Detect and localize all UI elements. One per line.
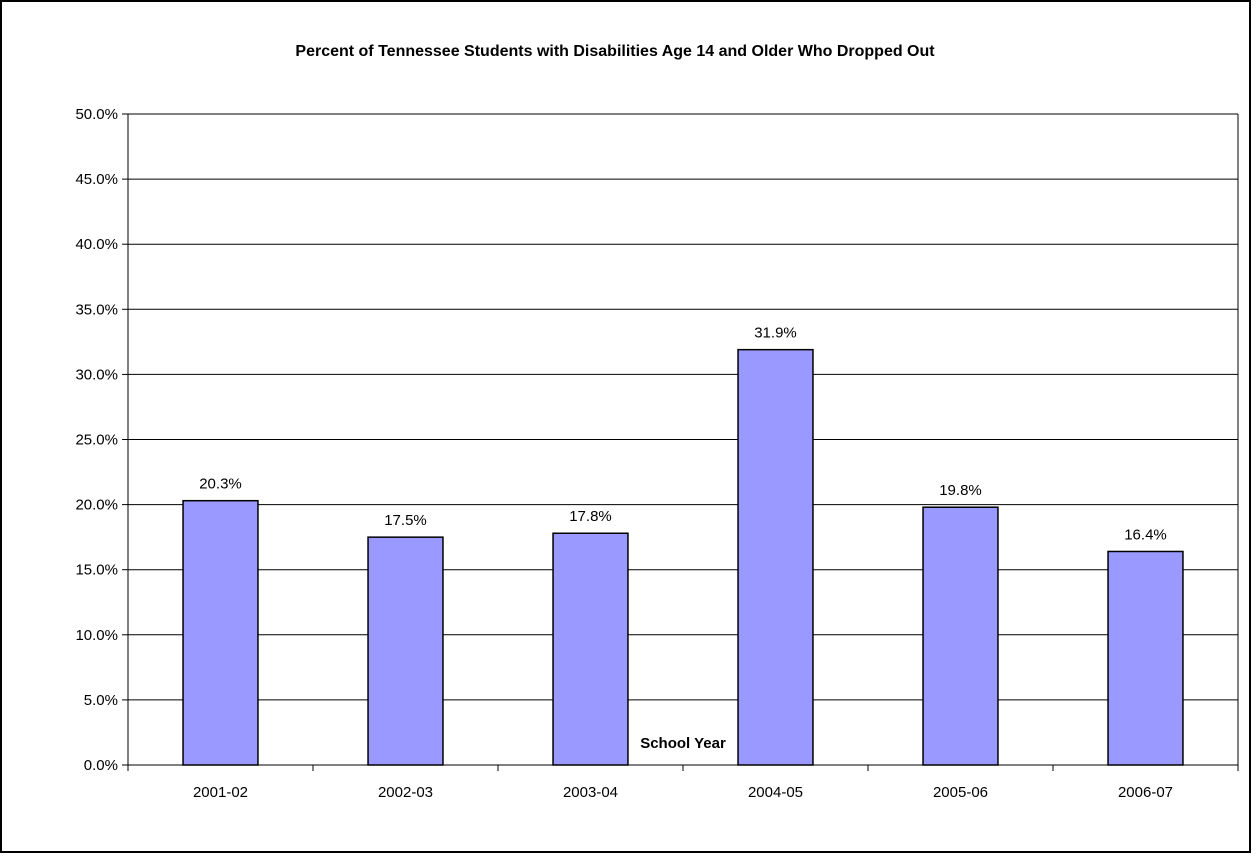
y-tick-label: 40.0% [75,236,118,253]
bar [552,532,629,766]
x-tick-label: 2003-04 [563,784,618,801]
x-tick-label: 2002-03 [378,784,433,801]
y-tick-label: 50.0% [75,106,118,123]
x-tick-label: 2001-02 [193,784,248,801]
y-tick-label: 15.0% [75,562,118,579]
y-tick-label: 25.0% [75,432,118,449]
data-label: 20.3% [199,476,242,493]
bar [922,506,999,766]
gridlines [128,113,1238,701]
data-label: 31.9% [754,325,797,342]
bar [182,499,259,766]
bar [367,536,444,766]
bar [1107,550,1184,766]
data-label: 16.4% [1124,526,1167,543]
data-label: 19.8% [939,482,982,499]
y-tick-label: 45.0% [75,171,118,188]
chart-title: Percent of Tennessee Students with Disab… [295,43,935,60]
bars [182,348,1184,766]
data-labels: 20.3% 17.5% 17.8% 31.9% 19.8% 16.4% [199,325,1167,544]
x-axis-title: School Year [640,735,726,752]
y-tick-label: 0.0% [84,757,118,774]
y-tick-label: 10.0% [75,627,118,644]
y-tick-label: 20.0% [75,497,118,514]
axes: 0.0% 5.0% 10.0% 15.0% 20.0% 25.0% 30.0% 35.0% 40… [75,106,1239,801]
y-tick-label: 5.0% [84,692,118,709]
x-tick-label: 2004-05 [748,784,803,801]
x-tick-label: 2006-07 [1118,784,1173,801]
data-label: 17.5% [384,512,427,529]
bar [737,348,814,766]
y-tick-label: 35.0% [75,301,118,318]
x-tick-label: 2005-06 [933,784,988,801]
data-label: 17.8% [569,508,612,525]
y-tick-label: 30.0% [75,366,118,383]
